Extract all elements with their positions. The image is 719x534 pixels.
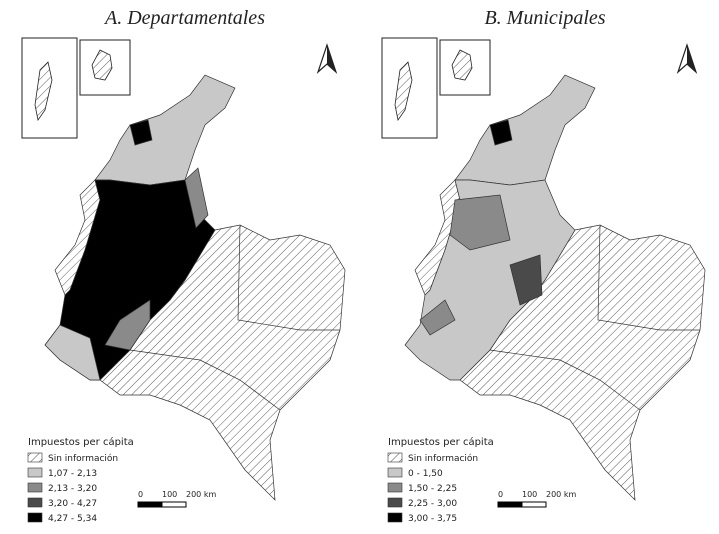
legend-swatch bbox=[387, 452, 403, 463]
region-border bbox=[237, 224, 340, 331]
region bbox=[104, 299, 151, 351]
region-border bbox=[129, 349, 281, 411]
region bbox=[129, 119, 153, 146]
region-border bbox=[597, 224, 700, 331]
legend-label: 4,27 - 5,34 bbox=[48, 514, 97, 524]
scale-label: 200 km bbox=[186, 490, 216, 499]
legend-label: 1,07 - 2,13 bbox=[48, 469, 97, 479]
scale-bar bbox=[137, 501, 163, 508]
panel-title: A. Departamentales bbox=[103, 7, 265, 29]
region bbox=[509, 254, 543, 306]
legend-title: Impuestos per cápita bbox=[388, 436, 494, 448]
region bbox=[94, 74, 236, 186]
scale-label: 0 bbox=[138, 490, 143, 499]
scale-label: 200 km bbox=[546, 490, 576, 499]
legend-label: 3,20 - 4,27 bbox=[48, 499, 97, 509]
scale-bar bbox=[497, 501, 523, 508]
legend-label: Sin información bbox=[48, 453, 118, 464]
panel-title: B. Municipales bbox=[484, 7, 605, 29]
scale-label: 100 bbox=[522, 490, 537, 499]
legend-swatch bbox=[27, 452, 43, 463]
scale-label: 0 bbox=[498, 490, 503, 499]
scale-bar bbox=[521, 501, 547, 508]
inset-box bbox=[439, 39, 491, 96]
legend-swatch bbox=[27, 467, 43, 478]
north-arrow-half bbox=[687, 45, 696, 72]
region bbox=[404, 179, 576, 381]
inset-box bbox=[79, 39, 131, 96]
legend-swatch bbox=[387, 512, 403, 523]
legend-title: Impuestos per cápita bbox=[28, 436, 134, 448]
legend-swatch bbox=[27, 512, 43, 523]
region bbox=[454, 74, 596, 186]
legend-swatch bbox=[27, 482, 43, 493]
region-border bbox=[489, 349, 641, 411]
legend-label: 1,50 - 2,25 bbox=[408, 484, 457, 494]
scale-bar bbox=[161, 501, 187, 508]
island bbox=[34, 61, 53, 121]
region bbox=[44, 324, 101, 381]
region bbox=[489, 119, 513, 146]
island bbox=[91, 49, 113, 81]
north-arrow-half bbox=[327, 45, 336, 72]
scale-label: 100 bbox=[162, 490, 177, 499]
region bbox=[184, 167, 209, 229]
island bbox=[394, 61, 413, 121]
legend-swatch bbox=[387, 497, 403, 508]
legend-swatch bbox=[387, 482, 403, 493]
inset-box bbox=[381, 37, 438, 139]
map-panel: A. Departamentales Impuestos per cápita Si… bbox=[21, 7, 346, 524]
legend-label: 0 - 1,50 bbox=[408, 469, 443, 479]
legend-label: 2,13 - 3,20 bbox=[48, 484, 97, 494]
map-panel: B. Municipales Impuestos per cápita Sin in… bbox=[381, 7, 706, 524]
inset-box bbox=[21, 37, 78, 139]
legend-label: Sin información bbox=[408, 453, 478, 464]
legend-label: 3,00 - 3,75 bbox=[408, 514, 457, 524]
legend-swatch bbox=[27, 497, 43, 508]
island bbox=[451, 49, 473, 81]
legend-label: 2,25 - 3,00 bbox=[408, 499, 457, 509]
legend-swatch bbox=[387, 467, 403, 478]
region bbox=[419, 299, 456, 336]
region bbox=[449, 194, 511, 251]
